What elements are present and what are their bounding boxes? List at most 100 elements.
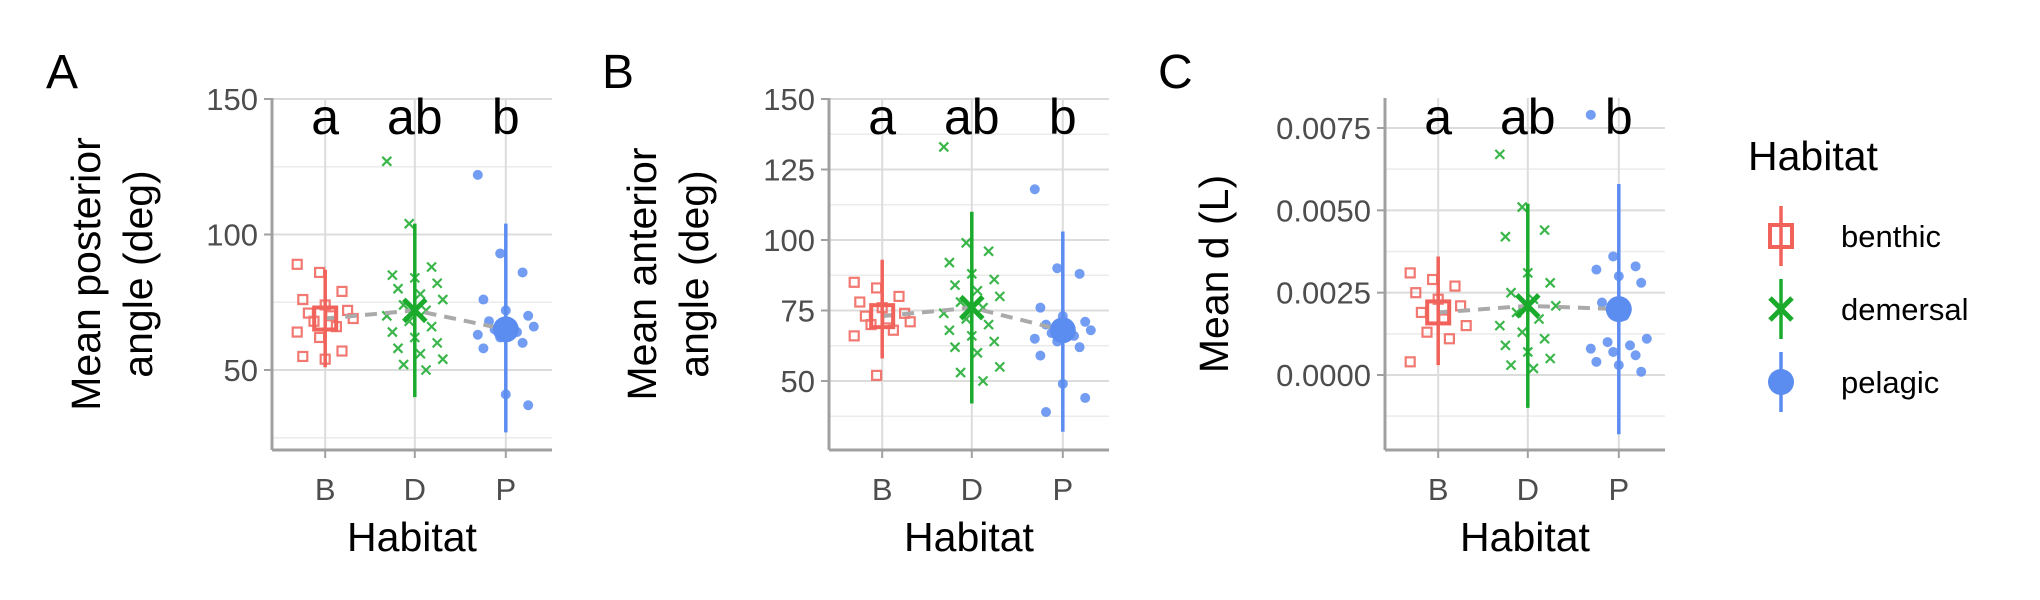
data-point: [398, 359, 409, 370]
y-tick-label: 0.0025: [1276, 276, 1371, 311]
significance-letter: ab: [387, 89, 443, 145]
cross-stroke: [1533, 313, 1545, 325]
data-point: [437, 353, 449, 365]
data-point: [972, 347, 983, 359]
data-point: [523, 310, 534, 321]
y-tick-label: 100: [763, 223, 815, 258]
data-point: [1591, 356, 1602, 367]
significance-letter: ab: [1500, 89, 1556, 145]
cross-stroke: [994, 291, 1006, 302]
cross-stroke: [1494, 320, 1506, 331]
data-point: [1080, 316, 1091, 327]
cross-stroke: [403, 315, 415, 327]
data-point: [1074, 342, 1085, 353]
significance-letter: a: [311, 89, 339, 145]
cross-stroke: [387, 326, 398, 338]
cross-stroke: [1528, 363, 1539, 374]
mean-marker: [959, 294, 985, 321]
cross-x-icon: [1768, 296, 1794, 322]
cross-stroke: [1539, 333, 1550, 345]
cross-stroke: [426, 261, 437, 273]
legend-label: demersal: [1841, 292, 1969, 327]
y-tick-label: 50: [224, 353, 258, 388]
data-point: [1449, 280, 1461, 292]
cross-stroke: [1500, 231, 1511, 242]
data-point: [1539, 333, 1550, 345]
cross-stroke: [944, 257, 955, 268]
data-point: [314, 331, 326, 344]
x-tick-label: P: [495, 472, 516, 507]
mean-marker: [1425, 299, 1452, 326]
significance-letter: b: [1605, 89, 1633, 145]
data-point: [870, 369, 883, 381]
data-point: [381, 156, 393, 167]
hollow-square-icon: [1768, 223, 1794, 249]
data-point: [297, 293, 309, 306]
data-point: [1460, 320, 1472, 332]
cross-stroke: [392, 283, 404, 294]
x-axis-title: Habitat: [347, 514, 478, 560]
mean-marker: [492, 316, 519, 343]
cross-stroke: [1516, 201, 1528, 213]
y-tick-label: 50: [781, 364, 815, 399]
cross-stroke: [1544, 353, 1556, 364]
data-point: [291, 258, 303, 270]
cross-stroke: [977, 375, 989, 387]
cross-stroke: [431, 337, 443, 349]
data-point: [1597, 297, 1607, 308]
data-point: [848, 330, 860, 342]
y-tick-label: 0.0050: [1276, 193, 1371, 228]
cross-stroke: [960, 237, 972, 249]
legend-label: pelagic: [1841, 365, 1939, 400]
cross-stroke: [403, 218, 415, 229]
cross-stroke: [415, 288, 426, 300]
data-point: [1500, 340, 1511, 351]
data-point: [1404, 356, 1416, 368]
data-point: [472, 169, 483, 180]
data-point: [415, 288, 426, 300]
data-point: [1608, 251, 1619, 262]
data-point: [420, 364, 432, 376]
series-demersal: [938, 141, 1006, 387]
x-tick-label: B: [872, 472, 893, 507]
data-point: [944, 324, 955, 336]
significance-letter: b: [492, 89, 520, 145]
legend-key-pelagic: [1768, 352, 1794, 412]
mean-marker: [1049, 317, 1076, 344]
data-point: [426, 261, 437, 273]
data-point: [528, 321, 539, 332]
data-point: [403, 218, 415, 229]
data-point: [1630, 261, 1641, 272]
data-point: [1494, 149, 1506, 160]
mean-marker: [312, 305, 339, 332]
data-point: [1074, 268, 1085, 279]
data-point: [1505, 359, 1517, 371]
significance-letter: a: [1424, 89, 1452, 145]
cross-stroke: [972, 347, 983, 359]
data-point: [1421, 326, 1433, 338]
panel-letter: B: [602, 46, 634, 99]
data-point: [893, 290, 905, 302]
data-point: [938, 141, 950, 153]
data-point: [387, 269, 398, 281]
data-point: [949, 341, 961, 353]
significance-letter: ab: [944, 89, 1000, 145]
x-tick-label: P: [1608, 472, 1629, 507]
legend-key-benthic: [1768, 206, 1794, 266]
cross-stroke: [983, 319, 994, 330]
data-point: [1516, 326, 1528, 338]
series-demersal: [1494, 149, 1562, 374]
y-axis-title: Mean d (L): [1191, 175, 1237, 373]
cross-stroke: [959, 294, 985, 321]
cross-stroke: [983, 246, 994, 257]
data-point: [431, 337, 443, 349]
cross-stroke: [1516, 326, 1528, 338]
data-point: [1404, 267, 1416, 279]
cross-stroke: [1511, 307, 1522, 318]
cross-stroke: [1505, 359, 1517, 371]
data-point: [392, 343, 404, 354]
data-point: [1516, 201, 1528, 213]
y-tick-label: 150: [206, 82, 258, 117]
data-point: [1041, 407, 1051, 418]
cross-stroke: [994, 361, 1006, 373]
